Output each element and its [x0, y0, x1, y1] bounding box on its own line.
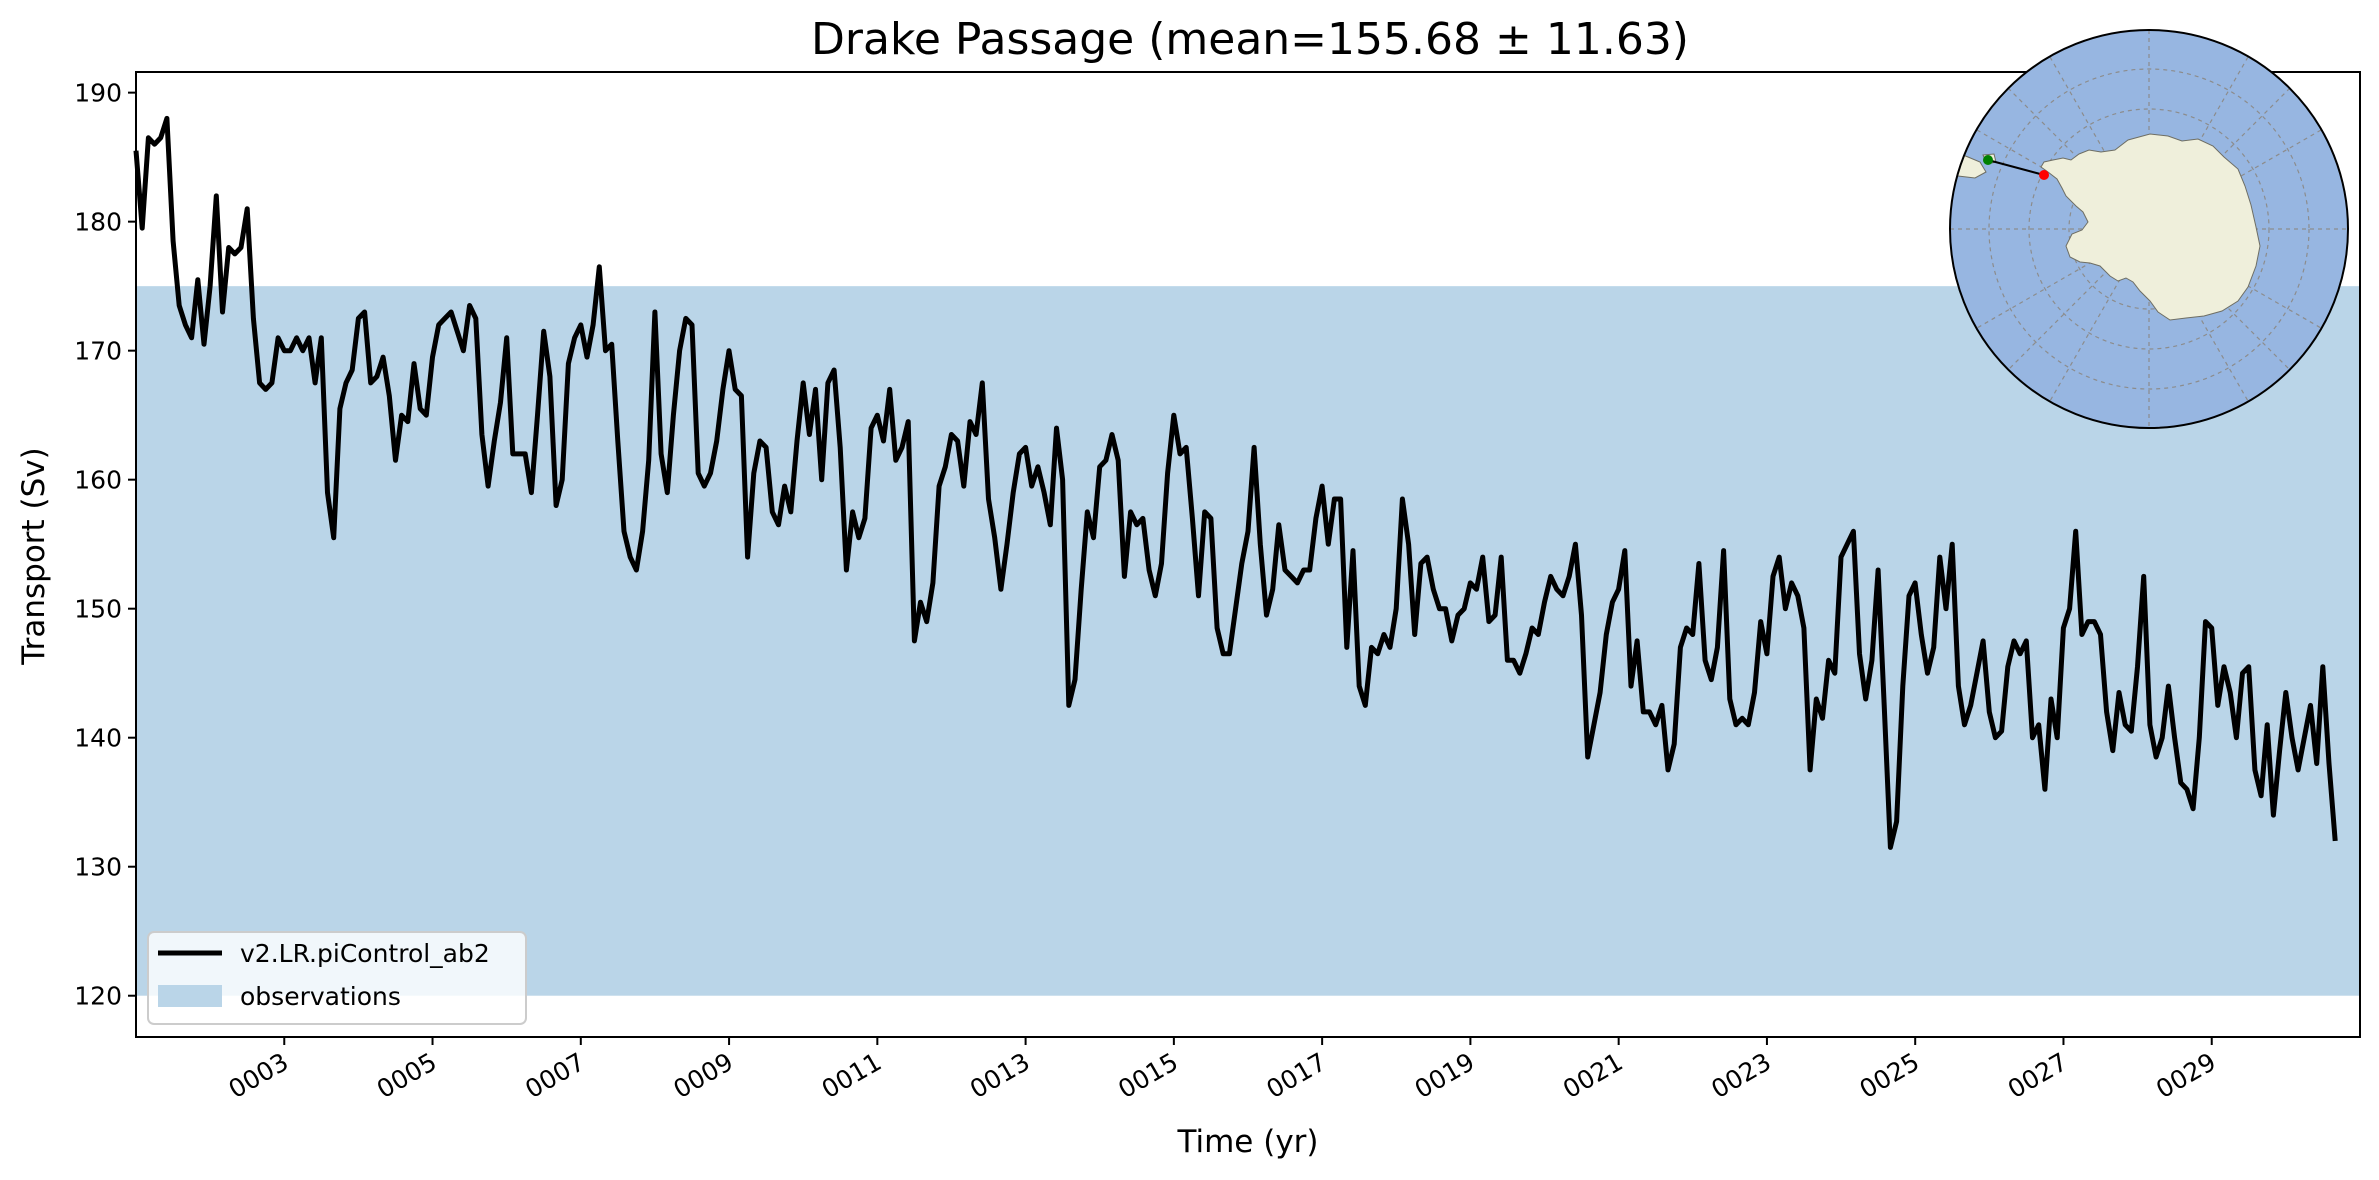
map-section-line [1987, 159, 2045, 176]
y-tick-label: 190 [74, 79, 122, 108]
x-tick-label: 0017 [1262, 1047, 1332, 1104]
inset-map [1949, 29, 2349, 429]
series-line-0 [133, 115, 2338, 850]
y-tick-label: 130 [74, 853, 122, 882]
y-tick-label: 170 [74, 337, 122, 366]
legend-label-series: v2.LR.piControl_ab2 [240, 939, 490, 968]
x-tick-label: 0015 [1113, 1047, 1183, 1104]
map-border [1949, 29, 2349, 429]
x-tick-label: 0009 [668, 1047, 738, 1104]
x-tick-label: 0019 [1410, 1047, 1480, 1104]
x-tick-label: 0023 [1706, 1047, 1776, 1104]
legend-label-observations: observations [240, 982, 401, 1011]
plot-area: 120 130 140 150 160 170 180 190 0003 0005 0007 0009… [74, 71, 2361, 1104]
y-tick-label: 180 [74, 208, 122, 237]
map-graticule [1950, 30, 2348, 428]
axes-frame [135, 71, 2361, 1038]
y-tick-label: 120 [74, 982, 122, 1011]
map-start-point [1983, 155, 1993, 165]
y-tick-label: 150 [74, 595, 122, 624]
map-antarctica [2040, 133, 2261, 321]
y-tick-label: 160 [74, 466, 122, 495]
y-axis-label: Transport (Sv) [16, 447, 52, 666]
x-tick-label: 0029 [2151, 1047, 2221, 1104]
legend-observations-swatch [158, 985, 222, 1007]
x-tick-label: 0027 [2003, 1047, 2073, 1104]
x-tick-label: 0003 [224, 1047, 294, 1104]
y-tick-label: 140 [74, 724, 122, 753]
legend: v2.LR.piControl_ab2 observations [147, 931, 527, 1025]
x-tick-label: 0007 [520, 1047, 590, 1104]
x-tick-label: 0021 [1558, 1047, 1628, 1104]
x-tick-label: 0025 [1855, 1047, 1925, 1104]
map-end-point [2039, 170, 2049, 180]
observations-band [136, 286, 2360, 996]
x-tick-label: 0013 [965, 1047, 1035, 1104]
chart-title: Drake Passage (mean=155.68 ± 11.63) [811, 14, 1689, 65]
x-axis-label: Time (yr) [1177, 1124, 1319, 1160]
legend-frame [147, 931, 527, 1025]
x-tick-label: 0011 [817, 1047, 887, 1104]
x-tick-label: 0005 [372, 1047, 442, 1104]
